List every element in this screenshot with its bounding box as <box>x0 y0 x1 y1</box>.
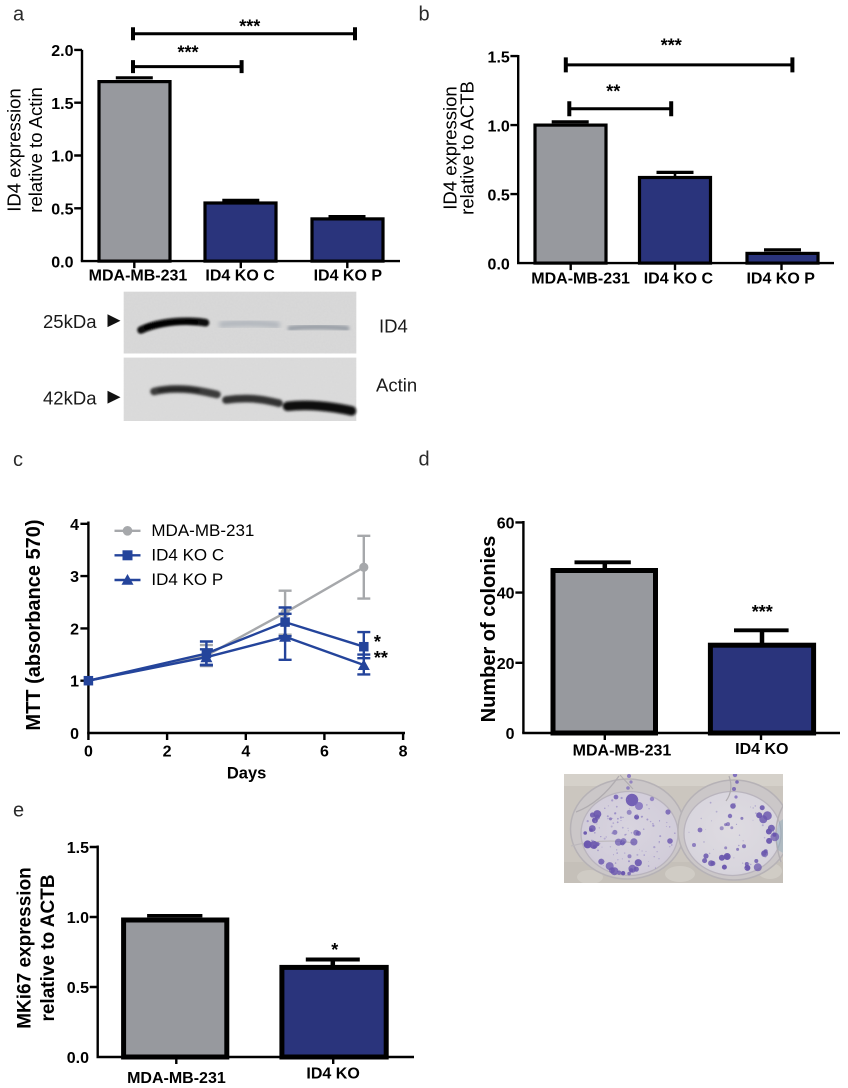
svg-text:relative to ACTB: relative to ACTB <box>457 81 478 215</box>
svg-text:1.5: 1.5 <box>51 96 73 113</box>
svg-text:MDA-MB-231: MDA-MB-231 <box>531 271 630 288</box>
svg-text:ID4 KO C: ID4 KO C <box>205 268 275 285</box>
svg-text:4: 4 <box>241 744 250 761</box>
svg-text:2: 2 <box>163 744 172 761</box>
svg-text:ID4 KO: ID4 KO <box>306 1066 359 1083</box>
svg-text:***: *** <box>239 16 260 36</box>
svg-text:40: 40 <box>497 586 515 603</box>
svg-text:*: * <box>374 632 381 652</box>
svg-text:60: 60 <box>497 515 515 532</box>
svg-text:ID4 expression: ID4 expression <box>440 86 461 209</box>
svg-text:e: e <box>13 800 24 822</box>
svg-text:8: 8 <box>399 744 408 761</box>
svg-text:Days: Days <box>227 765 266 783</box>
svg-text:0: 0 <box>506 726 515 743</box>
svg-text:0.0: 0.0 <box>67 1050 89 1067</box>
svg-text:0: 0 <box>84 744 93 761</box>
svg-text:***: *** <box>661 35 682 55</box>
svg-text:2.0: 2.0 <box>51 43 73 60</box>
svg-text:*: * <box>331 940 338 960</box>
svg-text:1.0: 1.0 <box>67 910 89 927</box>
svg-text:ID4 expression: ID4 expression <box>4 88 25 211</box>
svg-text:0.5: 0.5 <box>51 202 73 219</box>
svg-text:1.0: 1.0 <box>488 118 510 135</box>
svg-text:**: ** <box>374 648 388 668</box>
svg-text:d: d <box>419 449 430 471</box>
svg-text:ID4: ID4 <box>379 315 408 336</box>
svg-text:42kDa: 42kDa <box>43 387 97 408</box>
svg-text:ID4 KO C: ID4 KO C <box>644 271 714 288</box>
svg-text:0.5: 0.5 <box>67 980 89 997</box>
svg-text:1: 1 <box>70 674 79 691</box>
svg-text:Actin: Actin <box>376 374 417 395</box>
svg-text:ID4 KO P: ID4 KO P <box>314 268 383 285</box>
svg-text:0.5: 0.5 <box>488 187 510 204</box>
svg-text:0.0: 0.0 <box>488 256 510 273</box>
svg-text:4: 4 <box>70 517 79 534</box>
svg-text:ID4 KO P: ID4 KO P <box>151 570 223 589</box>
svg-text:MTT (absorbance 570): MTT (absorbance 570) <box>23 519 45 730</box>
svg-text:1.5: 1.5 <box>67 840 89 857</box>
svg-text:relative to Actin: relative to Actin <box>25 87 46 212</box>
svg-text:ID4 KO P: ID4 KO P <box>746 271 815 288</box>
svg-text:0.0: 0.0 <box>51 254 73 271</box>
svg-text:MKi67 expression: MKi67 expression <box>15 867 36 1029</box>
svg-text:MDA-MB-231: MDA-MB-231 <box>89 268 188 285</box>
svg-text:MDA-MB-231: MDA-MB-231 <box>151 521 254 540</box>
svg-text:0: 0 <box>70 726 79 743</box>
svg-text:6: 6 <box>320 744 329 761</box>
svg-text:***: *** <box>752 602 773 622</box>
svg-text:3: 3 <box>70 569 79 586</box>
svg-text:20: 20 <box>497 656 515 673</box>
svg-text:relative to ACTB: relative to ACTB <box>38 874 59 1021</box>
svg-text:b: b <box>419 4 430 26</box>
svg-text:c: c <box>13 449 23 471</box>
svg-text:MDA-MB-231: MDA-MB-231 <box>127 1070 226 1087</box>
svg-text:MDA-MB-231: MDA-MB-231 <box>573 743 672 760</box>
svg-text:1.5: 1.5 <box>488 49 510 66</box>
svg-text:2: 2 <box>70 621 79 638</box>
svg-text:1.0: 1.0 <box>51 149 73 166</box>
svg-text:25kDa: 25kDa <box>43 311 97 332</box>
svg-text:a: a <box>13 4 25 26</box>
svg-text:ID4 KO C: ID4 KO C <box>151 545 224 564</box>
svg-text:Number of colonies: Number of colonies <box>478 536 500 723</box>
svg-text:**: ** <box>606 82 620 102</box>
svg-text:***: *** <box>177 43 198 63</box>
svg-text:ID4 KO: ID4 KO <box>735 741 788 758</box>
